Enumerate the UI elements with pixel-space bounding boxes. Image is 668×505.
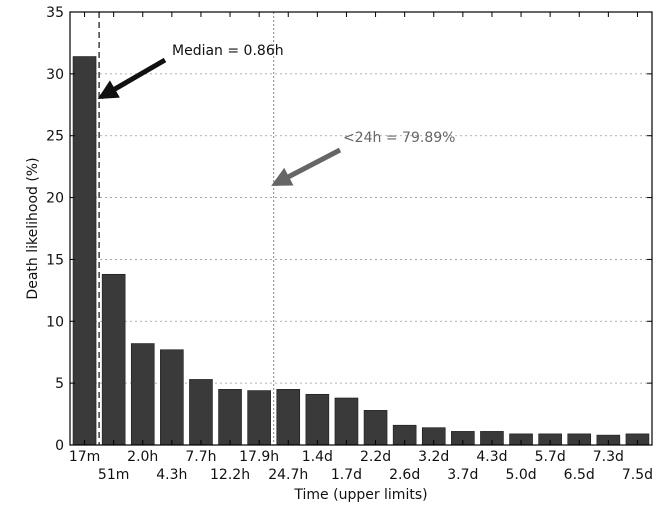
bar-51m — [101, 273, 126, 446]
y-axis-label: Death likelihood (%) — [25, 157, 41, 299]
annotations-layer: Median = 0.86h <24h = 79.89% — [97, 43, 455, 187]
x-axis-label: Time (upper limits) — [293, 487, 427, 503]
y-tick-label: 35 — [46, 5, 64, 21]
x-tick-label: 2.6d — [389, 467, 420, 483]
annotation-text-0: Median = 0.86h — [172, 43, 284, 59]
bar-2.0h — [130, 343, 155, 446]
bar-24.7h — [276, 389, 301, 446]
annotation-arrow-0 — [97, 57, 167, 100]
x-tick-label: 7.3d — [593, 449, 624, 465]
x-tick-label: 7.7h — [185, 449, 216, 465]
y-tick-label: 15 — [46, 252, 64, 268]
bar-1.7d — [334, 397, 359, 446]
x-tick-label: 3.2d — [418, 449, 449, 465]
x-tick-label: 17m — [69, 449, 100, 465]
y-tick-label: 10 — [46, 314, 64, 330]
y-tick-label: 20 — [46, 191, 64, 207]
x-tick-label: 2.2d — [360, 449, 391, 465]
x-tick-label: 1.4d — [302, 449, 333, 465]
bar-7.7h — [189, 379, 213, 446]
plot-frame — [69, 11, 653, 446]
y-tick-label: 0 — [55, 438, 64, 454]
x-tick-label: 3.7d — [447, 467, 478, 483]
x-tick-label: 1.7d — [331, 467, 362, 483]
annotation-text-1: <24h = 79.89% — [343, 130, 455, 146]
bar-17.9h — [247, 390, 271, 446]
y-tick-label: 25 — [46, 129, 64, 145]
grid-layer — [70, 73, 652, 384]
x-tick-label: 4.3h — [156, 467, 187, 483]
annotation-arrow-1 — [271, 147, 342, 187]
x-tick-label: 6.5d — [564, 467, 595, 483]
bar-17m — [72, 56, 97, 446]
bar-12.2h — [218, 389, 242, 446]
x-tick-label: 17.9h — [239, 449, 279, 465]
x-tick-label: 24.7h — [268, 467, 308, 483]
x-tick-label: 4.3d — [476, 449, 507, 465]
ticks-layer: 0 5 10 15 20 25 30 35 17m 51m 2.0h 4.3h 7.7h 12.2h 17.… — [46, 5, 653, 483]
bars-layer — [72, 56, 650, 446]
x-tick-label: 2.0h — [127, 449, 158, 465]
x-tick-label: 7.5d — [622, 467, 653, 483]
x-tick-label: 12.2h — [210, 467, 250, 483]
y-tick-label: 30 — [46, 67, 64, 83]
bar-1.4d — [305, 393, 330, 446]
bar-2.2d — [363, 410, 388, 446]
x-tick-label: 51m — [98, 467, 129, 483]
x-tick-label: 5.0d — [505, 467, 536, 483]
x-tick-label: 5.7d — [535, 449, 566, 465]
y-tick-label: 5 — [55, 376, 64, 392]
bar-4.3h — [160, 349, 184, 446]
